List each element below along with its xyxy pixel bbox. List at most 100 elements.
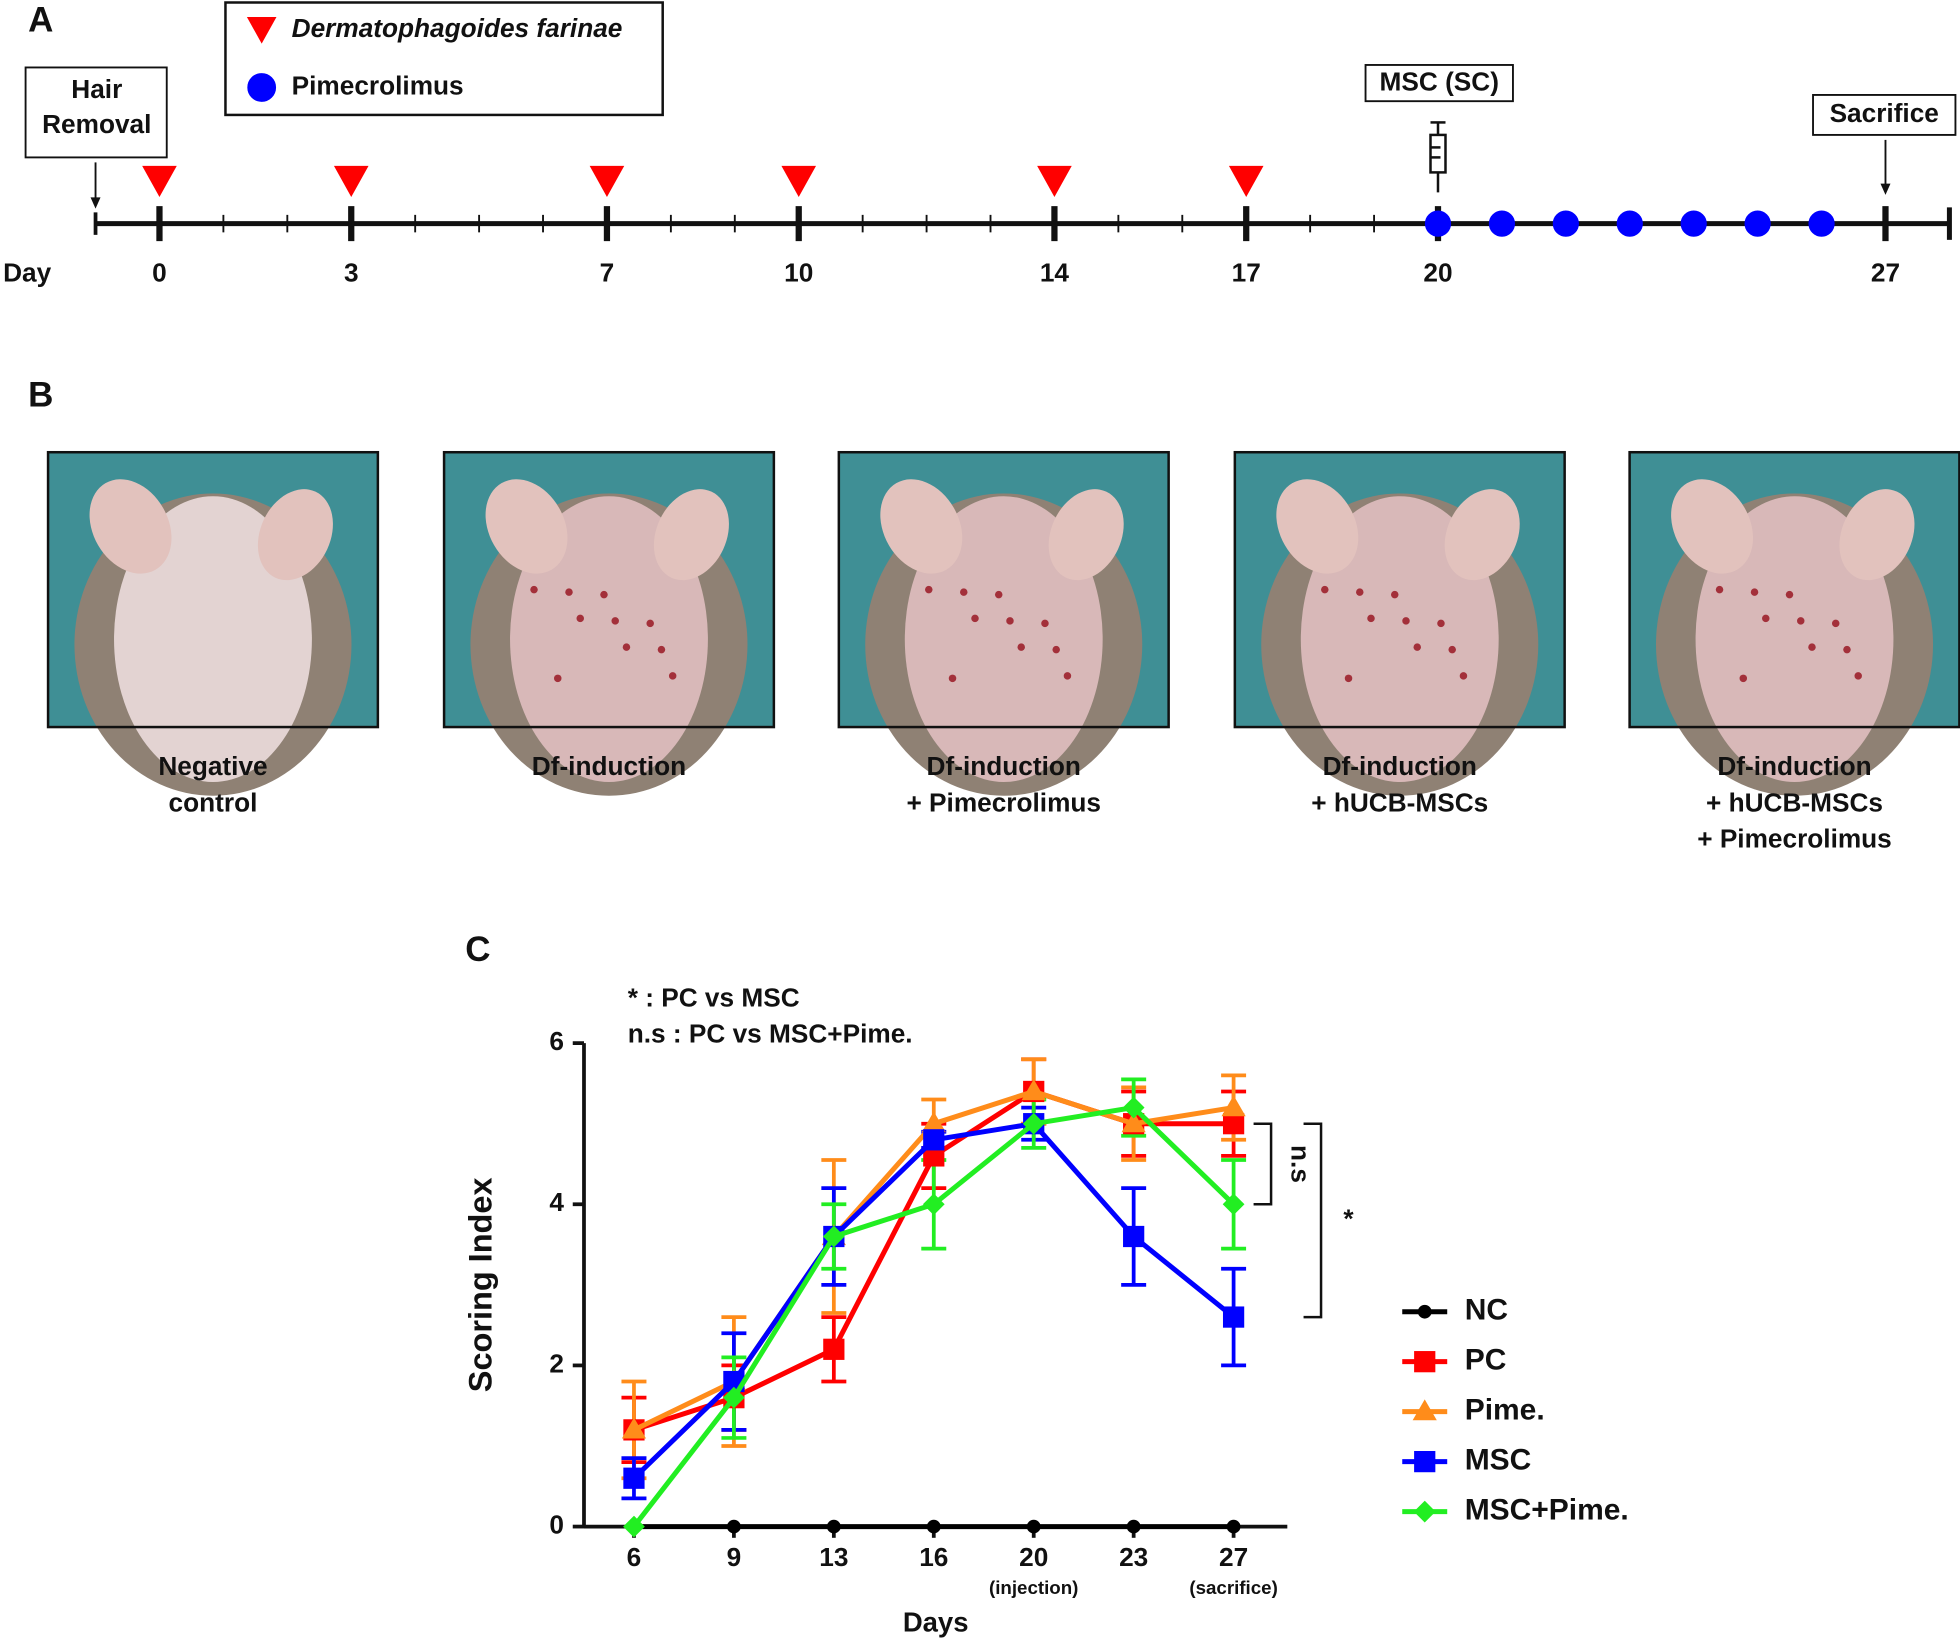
lesion bbox=[600, 590, 608, 599]
photo-caption: Df-induction bbox=[532, 751, 686, 781]
mouse-ear bbox=[89, 479, 172, 574]
df-marker bbox=[781, 165, 817, 198]
data-point bbox=[926, 1519, 941, 1534]
x-axis-title: Days bbox=[903, 1606, 969, 1637]
photo-caption: Df-induction bbox=[927, 751, 1081, 781]
annotation: n.s : PC vs MSC+Pime. bbox=[628, 1019, 913, 1049]
mouse-skin bbox=[904, 496, 1103, 783]
x-tick-label: 6 bbox=[627, 1542, 642, 1572]
tick-label: 10 bbox=[784, 258, 813, 288]
lesion bbox=[1831, 619, 1840, 628]
legend-box bbox=[224, 1, 664, 117]
lesion bbox=[565, 588, 573, 596]
lesion bbox=[1843, 645, 1851, 654]
photo-caption: + hUCB-MSCs bbox=[1311, 787, 1488, 817]
mouse-skin bbox=[1300, 496, 1499, 783]
photo-caption: Df-induction bbox=[1717, 751, 1871, 781]
lesion bbox=[1402, 617, 1410, 625]
lesion bbox=[1715, 585, 1724, 594]
data-point bbox=[1021, 1079, 1046, 1101]
lesion bbox=[960, 588, 968, 596]
bracket-ns bbox=[1253, 1122, 1273, 1206]
lesion bbox=[1459, 672, 1468, 680]
x-tick-label: 13 bbox=[819, 1542, 848, 1572]
lesion bbox=[1797, 617, 1805, 625]
lesion bbox=[994, 590, 1003, 599]
photo bbox=[46, 450, 380, 796]
y-axis-title: Scoring Index bbox=[462, 1177, 498, 1392]
legend-label: MSC+Pime. bbox=[1465, 1494, 1629, 1527]
data-point bbox=[1221, 1095, 1246, 1117]
data-point bbox=[1022, 1112, 1045, 1135]
photo-frame bbox=[46, 450, 380, 729]
data-point bbox=[1222, 1113, 1245, 1135]
y-tick-label: 4 bbox=[549, 1187, 564, 1217]
lesion bbox=[1041, 619, 1049, 628]
df-marker bbox=[1228, 165, 1264, 198]
event-label: Sacrifice bbox=[1830, 98, 1939, 128]
mouse-ear bbox=[257, 489, 333, 581]
y-tick-label: 6 bbox=[549, 1026, 564, 1056]
photo bbox=[442, 450, 776, 796]
lesion bbox=[657, 645, 666, 654]
lesion bbox=[1344, 674, 1353, 683]
x-tick-note: (injection) bbox=[989, 1577, 1078, 1598]
lesion bbox=[622, 643, 631, 651]
arrow-head bbox=[90, 197, 101, 209]
data-point bbox=[923, 1129, 945, 1151]
photo-caption: + Pimecrolimus bbox=[1697, 824, 1892, 854]
lesion bbox=[1785, 590, 1794, 599]
lesion bbox=[668, 672, 677, 680]
legend-marker bbox=[1414, 1351, 1436, 1373]
x-tick-label: 23 bbox=[1119, 1542, 1148, 1572]
tick-label: 7 bbox=[600, 258, 615, 288]
lesion bbox=[576, 614, 584, 623]
data-point bbox=[823, 1338, 845, 1360]
lesion bbox=[1321, 585, 1329, 594]
axis-label: Day bbox=[3, 258, 52, 288]
lesion bbox=[1413, 643, 1421, 651]
tick-label: 3 bbox=[344, 258, 359, 288]
legend-marker bbox=[1412, 1399, 1437, 1421]
lesion bbox=[1762, 614, 1770, 623]
mouse-ear bbox=[1048, 489, 1124, 581]
y-tick-label: 2 bbox=[549, 1348, 564, 1378]
x-tick-label: 20 bbox=[1019, 1542, 1048, 1572]
tick-label: 20 bbox=[1423, 258, 1452, 288]
legend-label: Dermatophagoides farinae bbox=[292, 13, 623, 43]
data-point bbox=[1026, 1519, 1041, 1534]
photo-frame bbox=[1233, 450, 1566, 729]
lesion bbox=[554, 674, 562, 683]
legend-label: Pimecrolimus bbox=[292, 70, 464, 100]
lesion bbox=[1437, 619, 1445, 628]
panel-label: B bbox=[28, 375, 53, 414]
lesion bbox=[1063, 672, 1072, 680]
mouse-ear bbox=[1671, 479, 1754, 574]
x-tick-note: (sacrifice) bbox=[1189, 1577, 1277, 1598]
panel-label: A bbox=[28, 1, 53, 40]
event-label: MSC (SC) bbox=[1380, 67, 1499, 97]
df-marker bbox=[142, 165, 177, 198]
arrow-head bbox=[1880, 183, 1891, 195]
pime-marker bbox=[1488, 210, 1516, 237]
mouse-ear bbox=[485, 479, 568, 574]
legend-marker bbox=[246, 16, 277, 44]
panel-label: C bbox=[465, 930, 490, 969]
photo bbox=[837, 450, 1170, 796]
pime-marker bbox=[1424, 210, 1452, 237]
event-label: Hair bbox=[71, 74, 122, 104]
x-tick-label: 27 bbox=[1219, 1542, 1248, 1572]
legend-marker bbox=[1413, 1500, 1436, 1523]
mouse-ear bbox=[653, 489, 729, 581]
mouse-skin bbox=[1695, 496, 1894, 783]
bracket-label: n.s bbox=[1286, 1145, 1316, 1183]
legend-marker bbox=[247, 73, 277, 102]
legend-label: NC bbox=[1465, 1294, 1508, 1327]
photo-frame bbox=[837, 450, 1170, 729]
df-marker bbox=[589, 165, 625, 198]
data-point bbox=[623, 1515, 645, 1538]
pime-marker bbox=[1744, 210, 1771, 237]
annotation: * : PC vs MSC bbox=[628, 982, 800, 1012]
